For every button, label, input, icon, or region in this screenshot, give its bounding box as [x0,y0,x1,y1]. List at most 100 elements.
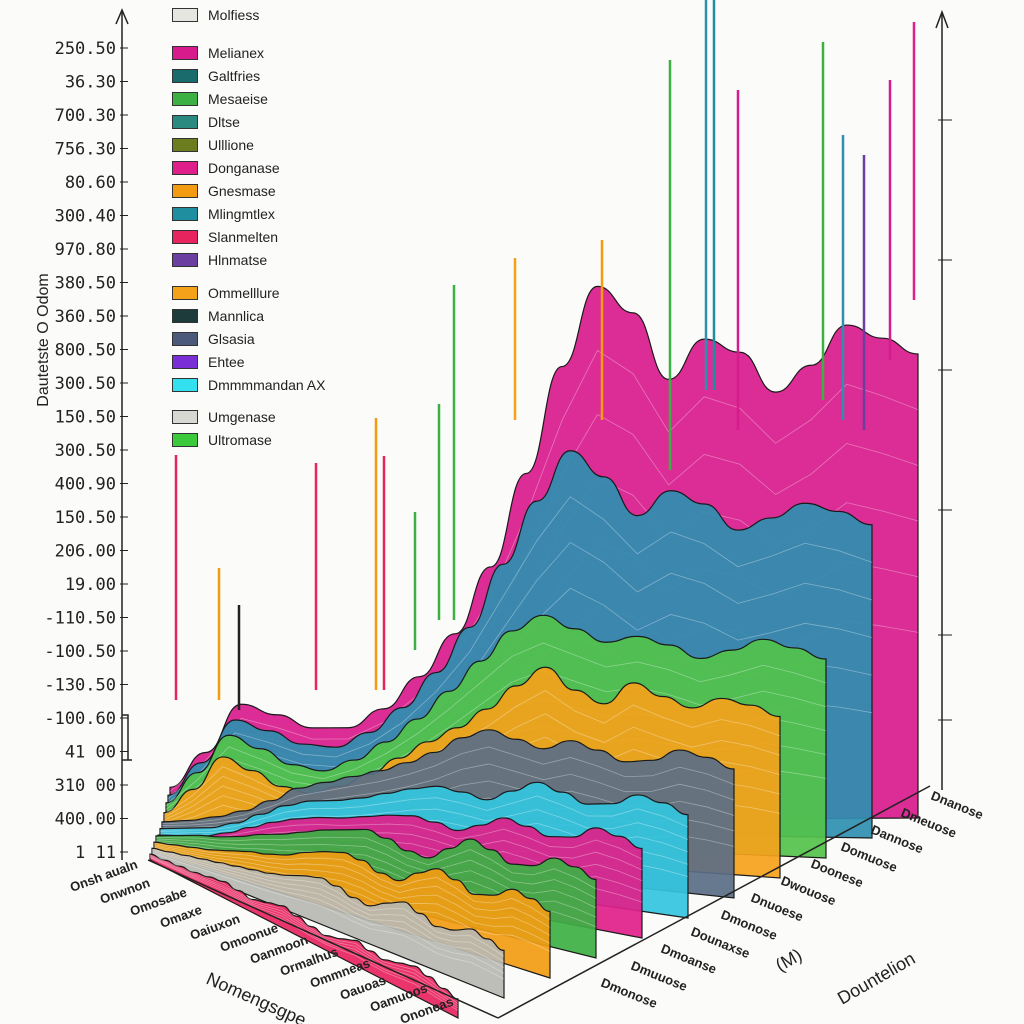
y-tick-label: -130.50 [44,676,116,696]
y-tick-label: 300.50 [55,441,116,461]
y-tick-label: 150.50 [55,508,116,528]
series-contour [167,541,873,803]
legend-item: Hlnmatse [172,251,267,269]
series-contour [153,844,551,928]
series-contour [155,840,597,909]
legend-item: Gnesmase [172,182,276,200]
series-contour [149,854,459,1002]
legend-swatch [172,138,198,152]
series-contour [149,855,459,1004]
legend-label: Ultromase [208,432,272,448]
spike-layer [174,0,916,710]
y-tick-label: -100.60 [44,709,116,729]
series-contour [155,836,597,890]
legend-swatch [172,207,198,221]
legend-label: Slanmelten [208,229,279,245]
y-tick-label: -100.50 [44,642,116,662]
legend-swatch [172,253,198,267]
legend-item: Galtfries [172,67,260,85]
y-tick-label: 400.90 [55,475,116,495]
legend-item: Ultromase [172,431,272,449]
y-tick-label: 150.50 [55,408,116,428]
y-axis-arrow [115,8,129,25]
series-contour [151,850,505,968]
legend-label: Mlingmtlex [208,206,275,222]
legend-item: Ehtee [172,353,245,371]
legend-swatch [172,115,198,129]
legend-swatch [172,69,198,83]
legend-item: Mlingmtlex [172,205,275,223]
series-contour [151,852,505,980]
y-tick-label: 700.30 [55,106,116,126]
series-contour [153,845,551,936]
legend-item: Mannlica [172,307,264,325]
legend-swatch [172,161,198,175]
legend-item: Mesaeise [172,90,268,108]
y-tick-label: 800.50 [55,341,116,361]
axes-layer [115,8,952,1019]
series-contour [153,842,551,920]
y-tick-label: 36.30 [65,73,116,93]
legend-item: Ulllione [172,136,254,154]
legend-swatch [172,332,198,346]
series-contour [167,496,873,800]
right-axis-arrow [935,9,949,29]
y-tick-label: 41 00 [65,743,116,763]
legend-swatch [172,230,198,244]
series-contour [149,855,459,1007]
legend-swatch [172,8,198,22]
legend-label: Mannlica [208,308,265,324]
legend-item: Umgenase [172,408,276,426]
legend-label: Ulllione [208,137,254,153]
series-contour [161,746,735,825]
series-contour [153,846,551,944]
legend-label: Molfiess [208,7,260,23]
legend-swatch [172,410,198,424]
y-tick-label: 400.00 [55,810,116,830]
axis-bracket [122,714,132,761]
y-tick-label: 1 11 [75,843,116,863]
y-tick-label: 300.40 [55,207,116,227]
series-contour [159,795,689,831]
legend-item: Melianex [172,44,264,62]
legend-label: Ehtee [208,354,245,370]
series-contour [169,349,919,792]
y-tick-label: 80.60 [65,173,116,193]
x-axis-label-mid: (M) [772,945,805,976]
legend-label: Glsasia [208,331,255,347]
series-contour [165,642,827,807]
legend-item: Glsasia [172,330,255,348]
series-contour [157,823,643,860]
legend-swatch [172,433,198,447]
y-tick-label: 360.50 [55,307,116,327]
legend-label: Galtfries [208,68,261,84]
legend-item: Molfiess [172,6,259,24]
legend-item: Dltse [172,113,240,131]
x-axis-label-right: Dountelion [834,948,919,1008]
legend-swatch [172,355,198,369]
y-tick-label: 756.30 [55,140,116,160]
y-tick-label: 970.80 [55,240,116,260]
y-tick-label: 380.50 [55,274,116,294]
legend-label: Ommelllure [208,285,280,301]
y-tick-label: 310 00 [55,776,116,796]
legend-label: Hlnmatse [208,252,268,268]
x-axis-right-line [497,785,931,1019]
legend-label: Mesaeise [208,91,268,107]
series-contour [151,848,505,957]
legend-swatch [172,286,198,300]
series-contour [155,838,597,899]
series-contour [151,851,505,974]
legend-swatch [172,46,198,60]
legend-label: Gnesmase [208,183,276,199]
x-axis-left-line [147,859,499,1019]
legend-swatch [172,92,198,106]
y-tick-label: -110.50 [44,609,116,629]
series-area [151,847,505,999]
series-contour [149,857,459,1011]
legend-item: Ommelllure [172,284,280,302]
y-tick-label: 206.00 [55,542,116,562]
y-tick-layer: 250.50 36.30 700.30 756.30 80.60 300.40 970.80… [44,39,128,863]
legend-item: Slanmelten [172,228,278,246]
y-axis-label: Dautetste O Odom [35,273,52,406]
